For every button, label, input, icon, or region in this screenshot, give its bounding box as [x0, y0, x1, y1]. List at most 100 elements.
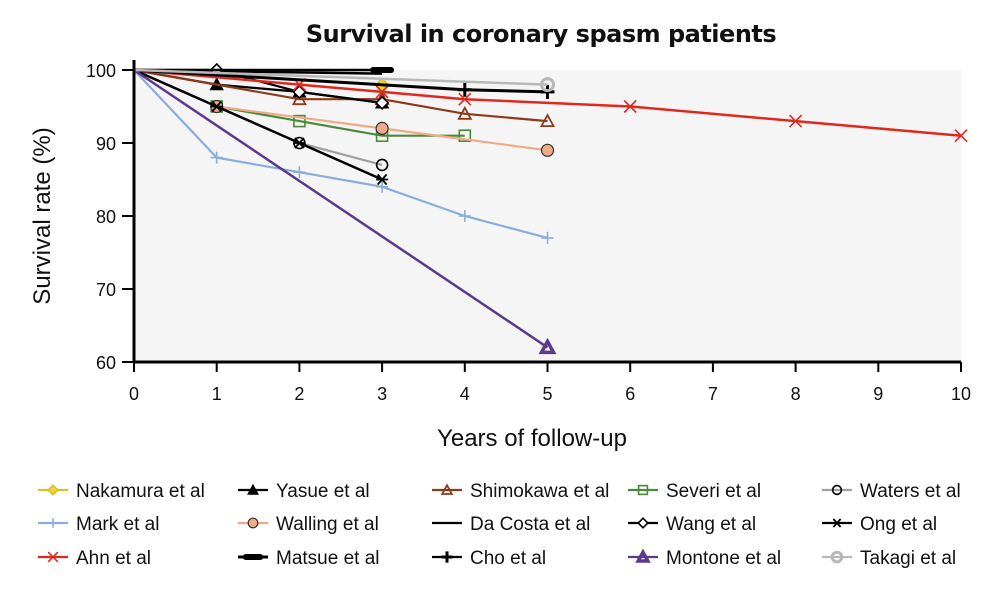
series-takagi-et-al: [133, 68, 555, 93]
data-point: [832, 518, 842, 528]
legend-label: Matsue et al: [276, 548, 380, 569]
data-point: [623, 99, 637, 114]
x-tick-label: 4: [460, 384, 470, 404]
legend-item: Walling et al: [238, 514, 379, 535]
series-montone-et-al: [133, 68, 557, 355]
data-point: [247, 517, 259, 529]
x-tick-label: 0: [129, 384, 139, 404]
x-tick-label: 7: [708, 384, 718, 404]
data-point: [457, 82, 472, 97]
data-point: [457, 105, 473, 120]
series-ahn-et-al: [133, 68, 968, 143]
data-point: [458, 129, 472, 142]
plot-area: [134, 70, 961, 362]
data-point: [374, 95, 390, 110]
legend-item: Yasue et al: [238, 481, 370, 502]
legend-item: Cho et al: [432, 548, 546, 569]
legend-item: Waters et al: [822, 481, 961, 502]
data-point: [954, 129, 968, 143]
data-point: [789, 114, 803, 128]
data-point: [375, 85, 389, 99]
legend-label: Ong et al: [860, 514, 937, 535]
legend-item: Mark et al: [38, 514, 159, 535]
data-point: [830, 550, 844, 564]
legend-item: Wang et al: [628, 514, 756, 535]
x-tick-label: 9: [873, 384, 883, 404]
data-point: [831, 484, 843, 496]
data-point: [47, 484, 59, 496]
legend-item: Ahn et al: [38, 548, 151, 569]
series-line: [133, 68, 383, 181]
data-point: [47, 551, 59, 563]
y-tick-label: 80: [96, 207, 116, 227]
y-tick-label: 90: [96, 134, 116, 154]
data-point: [540, 77, 555, 93]
legend-label: Montone et al: [666, 548, 781, 569]
y-tick-label: 100: [86, 61, 116, 81]
legend-label: Walling et al: [276, 514, 379, 535]
y-axis-label: Survival rate (%): [29, 127, 56, 304]
x-tick-label: 8: [791, 384, 801, 404]
x-tick-label: 3: [377, 384, 387, 404]
legend-label: Ahn et al: [76, 548, 151, 569]
data-point: [540, 143, 555, 157]
legend-label: Cho et al: [470, 548, 546, 569]
legend-item: Da Costa et al: [432, 514, 590, 535]
x-axis-label: Years of follow-up: [437, 425, 627, 452]
data-point: [210, 100, 223, 113]
data-point: [292, 84, 307, 100]
series-line: [133, 69, 548, 239]
legend-label: Severi et al: [666, 481, 761, 502]
x-tick-label: 5: [542, 384, 552, 404]
legend-label: Waters et al: [860, 481, 961, 502]
data-point: [210, 151, 223, 164]
legend-label: Mark et al: [76, 514, 159, 535]
data-point: [375, 158, 389, 172]
legend-label: Da Costa et al: [470, 514, 590, 535]
legend-item: Matsue et al: [238, 548, 380, 569]
x-tick-label: 10: [951, 384, 971, 404]
data-point: [458, 92, 472, 106]
data-point: [637, 484, 649, 496]
series-line: [133, 68, 548, 86]
legend-label: Nakamura et al: [76, 481, 205, 502]
data-point: [376, 180, 389, 193]
data-point: [293, 166, 306, 179]
legend-item: Shimokawa et al: [432, 481, 609, 502]
legend: Nakamura et al Yasue et al Shimokawa et al…: [38, 481, 961, 569]
data-point: [440, 483, 454, 495]
series-line: [133, 68, 549, 349]
legend-label: Yasue et al: [276, 481, 370, 502]
legend-label: Shimokawa et al: [470, 481, 609, 502]
data-point: [637, 517, 649, 529]
legend-label: Takagi et al: [860, 548, 956, 569]
legend-item: Montone et al: [628, 548, 781, 569]
series-mark-et-al: [133, 69, 554, 244]
data-point: [247, 483, 259, 495]
data-point: [458, 210, 471, 222]
chart-title: Survival in coronary spasm patients: [306, 20, 777, 48]
legend-item: Takagi et al: [822, 548, 956, 569]
data-point: [541, 231, 554, 244]
data-point: [293, 114, 306, 128]
legend-label: Wang et al: [666, 514, 756, 535]
x-tick-label: 1: [212, 384, 222, 404]
legend-item: Ong et al: [822, 514, 937, 535]
y-tick-label: 70: [96, 280, 116, 300]
data-point: [376, 173, 389, 186]
x-tick-label: 2: [294, 384, 304, 404]
data-point: [375, 121, 389, 135]
data-point: [538, 337, 557, 355]
axes: 0 1 2 3 4 5 6 7 8 9 10 60 70 80 90 100: [86, 60, 971, 404]
data-point: [48, 518, 58, 528]
data-point: [539, 113, 556, 127]
data-point: [291, 91, 307, 106]
legend-item: Nakamura et al: [38, 481, 205, 502]
series-layer: [133, 62, 968, 355]
data-point: [441, 551, 453, 563]
data-point: [635, 548, 651, 563]
legend-item: Severi et al: [628, 481, 761, 502]
x-tick-label: 6: [625, 384, 635, 404]
series-ong-et-al: [133, 68, 389, 186]
